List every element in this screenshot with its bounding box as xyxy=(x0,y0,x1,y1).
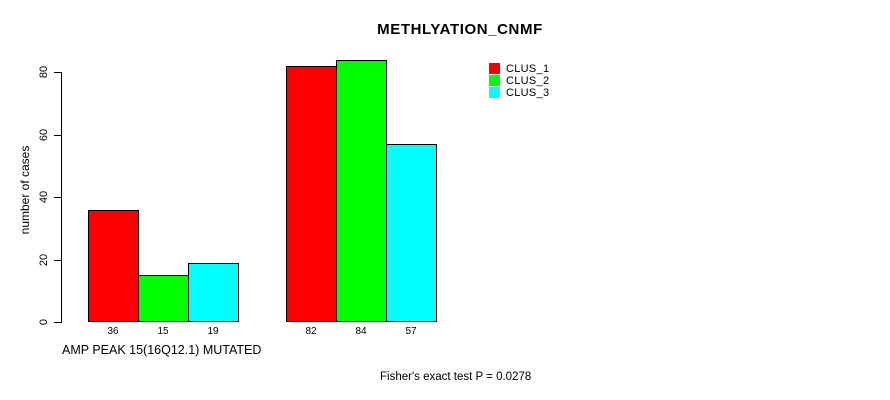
bar-value-label: 19 xyxy=(207,326,219,337)
legend-item-clus_2: CLUS_2 xyxy=(489,74,550,87)
bar-value-label: 15 xyxy=(157,326,169,337)
legend-item-clus_1: CLUS_1 xyxy=(489,62,550,75)
bar-value-label: 36 xyxy=(107,326,119,337)
bar-value-label: 84 xyxy=(355,326,367,337)
y-axis-tick-label: 20 xyxy=(38,253,50,266)
legend-swatch-clus_3 xyxy=(489,87,500,98)
fisher-test-annotation: Fisher's exact test P = 0.0278 xyxy=(380,371,532,383)
bar-clus_2-group1 xyxy=(138,275,189,322)
legend-swatch-clus_1 xyxy=(489,63,500,74)
legend-label-clus_1: CLUS_1 xyxy=(506,62,550,75)
chart-title: METHLYATION_CNMF xyxy=(377,21,543,38)
y-axis-tick-label: 80 xyxy=(38,65,50,79)
y-axis-tick-label: 60 xyxy=(38,128,50,141)
y-axis-tick xyxy=(54,197,61,198)
y-axis-tick xyxy=(54,322,61,323)
bar-value-label: 57 xyxy=(405,326,417,337)
bar-clus_2-group2 xyxy=(336,59,387,322)
y-axis-tick xyxy=(54,259,61,261)
bar-clus_1-group1 xyxy=(88,209,139,322)
legend-swatch-clus_2 xyxy=(489,75,500,86)
bar-clus_3-group2 xyxy=(386,143,437,322)
legend-item-clus_3: CLUS_3 xyxy=(489,86,550,99)
x-axis-label: AMP PEAK 15(16Q12.1) MUTATED xyxy=(62,343,262,357)
y-axis-tick-label: 40 xyxy=(38,190,50,204)
bar-clus_3-group1 xyxy=(188,262,239,322)
y-axis-tick xyxy=(54,72,61,73)
legend-label-clus_3: CLUS_3 xyxy=(506,86,550,99)
bar-value-label: 82 xyxy=(305,326,317,337)
legend-label-clus_2: CLUS_2 xyxy=(506,74,550,87)
y-axis-label: number of cases xyxy=(18,145,32,235)
y-axis-tick-label: 0 xyxy=(38,318,50,326)
y-axis-line xyxy=(61,72,62,323)
y-axis-tick xyxy=(54,134,61,136)
bar-clus_1-group2 xyxy=(286,65,337,322)
legend: CLUS_1 CLUS_2 CLUS_3 xyxy=(489,62,550,99)
